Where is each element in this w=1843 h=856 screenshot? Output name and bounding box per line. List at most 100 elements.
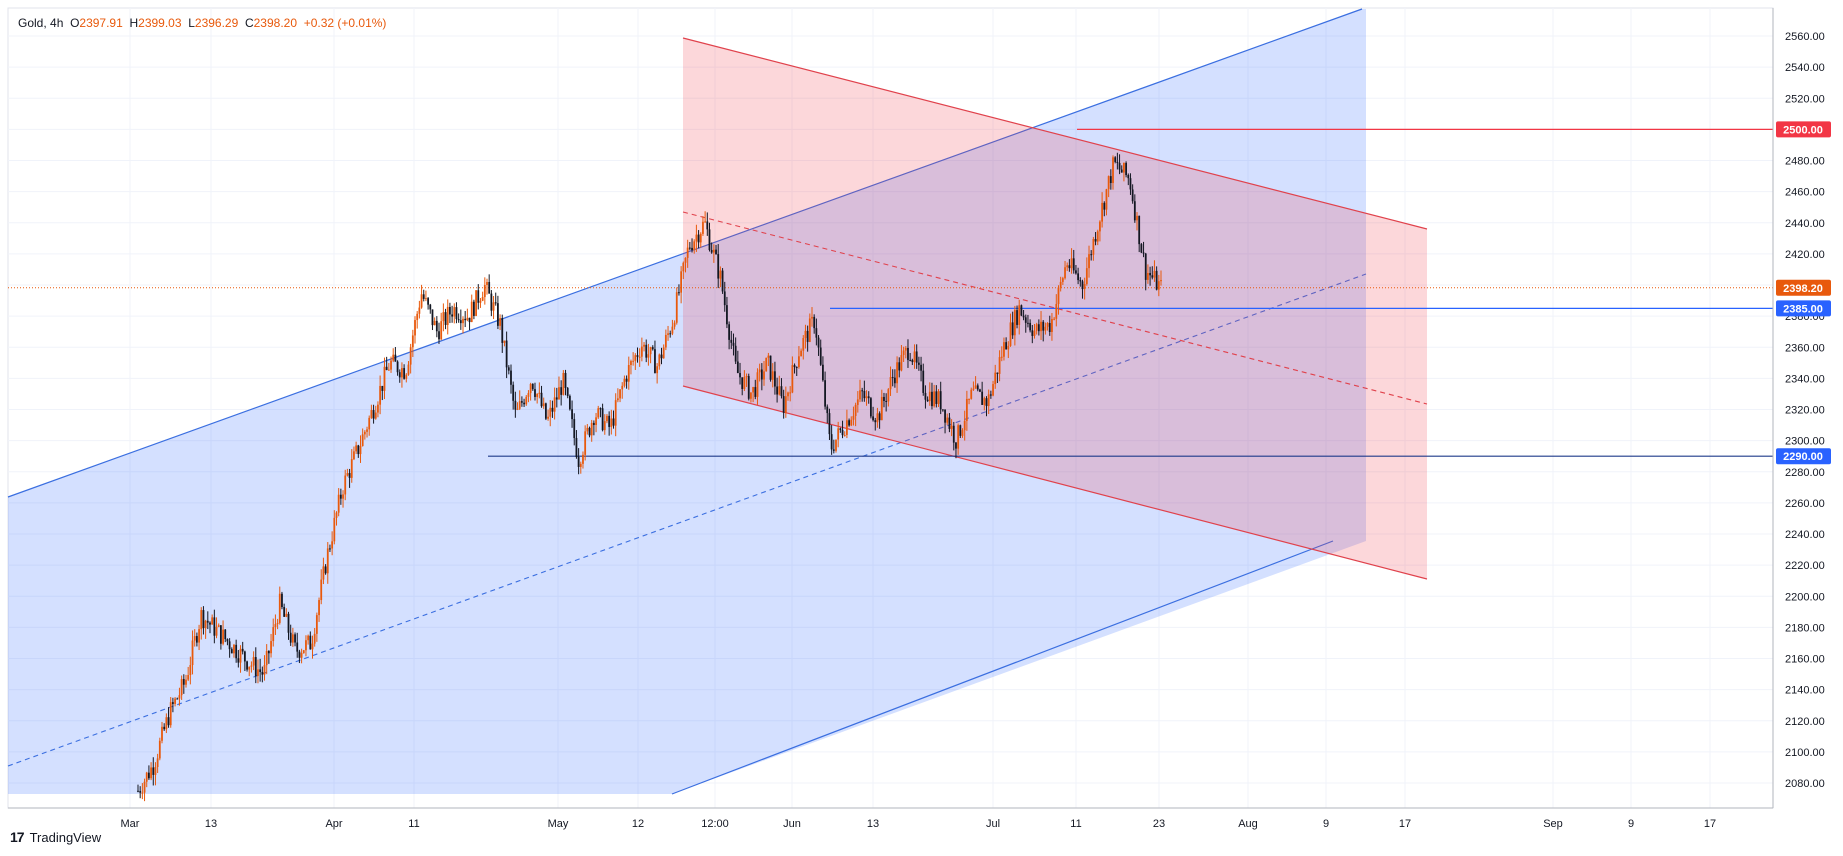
candles-layer	[137, 152, 1162, 802]
y-tick-label: 2460.00	[1785, 187, 1825, 199]
candle-body	[804, 330, 807, 339]
candle-body	[787, 392, 789, 397]
candle-body	[324, 566, 327, 574]
candle-body	[527, 393, 530, 397]
candle-body	[778, 386, 781, 395]
candle-body	[1059, 281, 1062, 288]
candle-body	[440, 321, 443, 340]
candle-body	[560, 387, 563, 395]
candle-body	[497, 303, 499, 326]
candle-body	[736, 361, 739, 374]
candle-body	[601, 408, 604, 431]
candle-body	[1123, 162, 1125, 173]
candle-body	[726, 305, 728, 325]
candle-body	[819, 347, 822, 365]
candle-body	[361, 434, 364, 447]
candle-body	[263, 665, 266, 675]
candle-body	[728, 324, 731, 340]
candle-body	[830, 434, 833, 450]
candle-body	[822, 364, 824, 381]
candle-body	[675, 292, 678, 323]
candle-body	[222, 629, 224, 644]
tradingview-brand[interactable]: 17 TradingView	[10, 829, 101, 845]
x-tick-label: 13	[867, 818, 879, 830]
y-tick-label: 2240.00	[1785, 529, 1825, 541]
candle-body	[359, 446, 362, 455]
candle-body	[893, 377, 896, 384]
candle-body	[1053, 318, 1056, 320]
drawing-layer[interactable]	[7, 8, 1773, 795]
candle-body	[688, 247, 691, 249]
candle-body	[765, 357, 768, 372]
candle-body	[257, 669, 259, 676]
y-tick-label: 2120.00	[1785, 716, 1825, 728]
candle-body	[248, 666, 251, 670]
candle-body	[811, 316, 813, 319]
axes-layer: 2080.00 2100.00 2120.00 2140.00 2160.00 2180.…	[8, 8, 1831, 830]
candle-body	[896, 362, 898, 384]
candle-body	[261, 671, 264, 675]
candle-body	[486, 282, 488, 286]
x-tick-label: 11	[1070, 818, 1081, 830]
candle-body	[466, 317, 469, 321]
candle-body	[717, 254, 720, 279]
candle-body	[536, 393, 539, 397]
candle-body	[693, 241, 696, 251]
low-key: L	[188, 16, 195, 30]
candle-body	[326, 548, 329, 574]
candle-body	[704, 221, 707, 223]
grid-layer	[7, 7, 1774, 809]
candle-body	[584, 431, 587, 455]
candle-body	[662, 347, 665, 359]
tradingview-logo-icon: 17	[10, 829, 25, 845]
candle-body	[763, 371, 765, 380]
candle-body	[481, 297, 484, 301]
candle-body	[1061, 278, 1064, 282]
candle-body	[963, 420, 966, 431]
candle-body	[846, 420, 848, 435]
candle-body	[1116, 161, 1119, 163]
candle-body	[459, 320, 462, 324]
candle-body	[671, 326, 674, 334]
candle-body	[752, 387, 755, 393]
candle-body	[926, 399, 929, 402]
candle-body	[795, 367, 798, 369]
x-tick-label: Apr	[325, 818, 342, 830]
candle-body	[318, 600, 320, 616]
candle-body	[213, 617, 216, 636]
candle-body	[167, 717, 170, 726]
candle-body	[1138, 215, 1141, 245]
candle-body	[608, 415, 611, 427]
candle-body	[885, 400, 888, 402]
candle-body	[315, 615, 318, 634]
candle-body	[1009, 322, 1012, 346]
candle-body	[760, 369, 763, 380]
candle-body	[747, 376, 750, 399]
candle-body	[625, 378, 628, 382]
candle-body	[771, 371, 774, 380]
candle-body	[793, 365, 796, 368]
candle-body	[1131, 189, 1134, 202]
candle-body	[616, 398, 619, 401]
candle-body	[344, 475, 347, 495]
candle-body	[558, 387, 560, 400]
candle-body	[800, 350, 802, 357]
candle-body	[917, 362, 920, 365]
candle-body	[475, 290, 477, 316]
candle-body	[630, 361, 632, 366]
candle-body	[708, 229, 711, 250]
candle-body	[1068, 265, 1071, 269]
candle-body	[416, 313, 419, 321]
candle-body	[278, 593, 281, 623]
candle-body	[1092, 239, 1095, 255]
candle-body	[357, 445, 360, 455]
descending-channel-lower	[682, 385, 1428, 580]
candle-body	[1140, 244, 1143, 253]
candle-body	[237, 658, 240, 663]
candle-body	[377, 404, 379, 413]
candle-body	[715, 249, 717, 255]
candle-body	[808, 318, 811, 342]
candle-body	[342, 494, 344, 499]
candle-body	[483, 285, 486, 298]
